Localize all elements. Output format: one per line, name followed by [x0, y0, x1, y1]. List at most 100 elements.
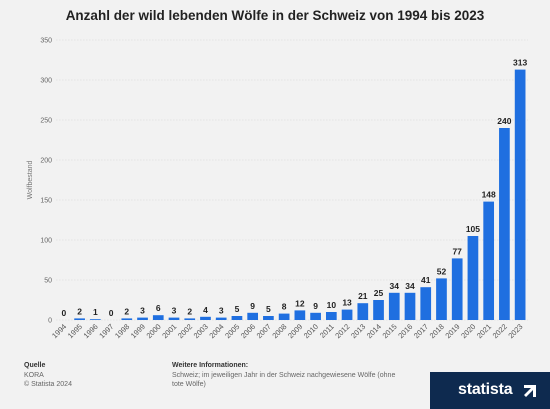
- brand-name: statista: [458, 381, 513, 398]
- data-label: 3: [140, 306, 145, 316]
- data-label: 2: [187, 306, 192, 316]
- bar[interactable]: [294, 310, 306, 320]
- x-tick-label: 2000: [145, 322, 163, 340]
- y-tick-label: 0: [48, 318, 52, 325]
- y-tick-label: 200: [40, 158, 52, 165]
- bar[interactable]: [341, 309, 353, 320]
- x-tick-label: 1997: [97, 322, 115, 340]
- x-tick-label: 2017: [412, 322, 430, 340]
- data-label: 77: [452, 246, 462, 256]
- data-label: 105: [466, 224, 480, 234]
- x-tick-label: 1994: [50, 322, 68, 340]
- bar[interactable]: [137, 317, 148, 320]
- x-tick-label: 2013: [349, 322, 367, 340]
- data-label: 10: [327, 300, 337, 310]
- data-label: 5: [266, 304, 271, 314]
- data-label: 313: [513, 58, 527, 68]
- data-label: 21: [358, 291, 368, 301]
- bar[interactable]: [74, 318, 85, 320]
- x-tick-label: 2002: [176, 322, 194, 340]
- statista-arrow-icon: [524, 385, 536, 397]
- y-tick-label: 250: [40, 118, 52, 125]
- data-label: 52: [437, 266, 447, 276]
- bar[interactable]: [388, 292, 400, 320]
- data-label: 25: [374, 288, 384, 298]
- x-tick-label: 2009: [286, 322, 304, 340]
- x-tick-label: 2022: [491, 322, 509, 340]
- bar[interactable]: [451, 258, 463, 320]
- bar[interactable]: [499, 128, 510, 320]
- data-label: 9: [313, 301, 318, 311]
- bar[interactable]: [467, 236, 479, 320]
- bar[interactable]: [373, 300, 384, 320]
- data-label: 240: [497, 116, 511, 126]
- x-tick-label: 2014: [365, 322, 383, 340]
- x-tick-label: 2008: [270, 322, 288, 340]
- bar[interactable]: [200, 316, 211, 320]
- x-tick-label: 2012: [333, 322, 351, 340]
- x-tick-label: 2016: [396, 322, 414, 340]
- y-axis-ticks: 0 50 100 150 200 250 300 350: [40, 38, 52, 325]
- x-tick-label: 2001: [160, 322, 178, 340]
- bar[interactable]: [310, 312, 321, 320]
- bar[interactable]: [168, 317, 180, 320]
- bar[interactable]: [121, 318, 133, 320]
- data-label: 148: [482, 190, 496, 200]
- x-tick-label: 1998: [113, 322, 131, 340]
- source-name: KORA: [24, 371, 44, 379]
- info-heading: Weitere Informationen:: [172, 362, 249, 369]
- data-label: 6: [156, 303, 161, 313]
- data-label: 5: [235, 304, 240, 314]
- bar[interactable]: [152, 315, 164, 320]
- data-label: 0: [109, 308, 114, 318]
- bar[interactable]: [263, 316, 274, 320]
- data-label: 1: [93, 307, 98, 317]
- bar[interactable]: [325, 312, 337, 320]
- bar[interactable]: [215, 317, 227, 320]
- x-tick-label: 2023: [506, 322, 524, 340]
- data-label: 12: [295, 298, 305, 308]
- data-label: 8: [282, 302, 287, 312]
- data-label: 0: [61, 308, 66, 318]
- bar[interactable]: [483, 201, 495, 320]
- bar[interactable]: [514, 69, 526, 320]
- data-label: 41: [421, 275, 431, 285]
- data-label: 3: [219, 306, 224, 316]
- info-text: Schweiz; im jeweiligen Jahr in der Schwe…: [172, 371, 396, 389]
- bar[interactable]: [184, 318, 196, 320]
- x-tick-label: 2011: [318, 322, 336, 340]
- bar[interactable]: [247, 312, 259, 320]
- y-tick-label: 300: [40, 78, 52, 85]
- source-block: Quelle KORA © Statista 2024: [24, 361, 72, 390]
- x-tick-label: 2019: [443, 322, 461, 340]
- y-tick-label: 150: [40, 198, 52, 205]
- x-tick-label: 2007: [255, 322, 273, 340]
- info-block: Weitere Informationen: Schweiz; im jewei…: [172, 361, 402, 390]
- y-tick-label: 350: [40, 38, 52, 45]
- bar[interactable]: [231, 316, 243, 320]
- bar[interactable]: [357, 303, 369, 320]
- bar[interactable]: [89, 319, 101, 320]
- x-tick-label: 2018: [428, 322, 446, 340]
- x-tick-label: 2020: [459, 322, 477, 340]
- bars: [74, 69, 526, 320]
- data-label: 2: [124, 306, 129, 316]
- data-label: 4: [203, 305, 208, 315]
- x-tick-label: 2003: [192, 322, 210, 340]
- y-tick-label: 50: [44, 278, 52, 285]
- data-label: 9: [250, 301, 255, 311]
- statista-logo[interactable]: statista: [430, 372, 550, 409]
- x-tick-label: 2010: [302, 322, 320, 340]
- bar[interactable]: [420, 287, 432, 320]
- y-tick-label: 100: [40, 238, 52, 245]
- y-axis-label: Wolfbestand: [27, 161, 34, 200]
- x-tick-label: 2004: [207, 322, 225, 340]
- source-heading: Quelle: [24, 362, 46, 369]
- x-tick-label: 2015: [381, 322, 399, 340]
- copyright: © Statista 2024: [24, 381, 72, 388]
- bar[interactable]: [436, 278, 447, 320]
- bar[interactable]: [278, 313, 290, 320]
- data-label: 34: [390, 281, 400, 291]
- bar[interactable]: [404, 292, 416, 320]
